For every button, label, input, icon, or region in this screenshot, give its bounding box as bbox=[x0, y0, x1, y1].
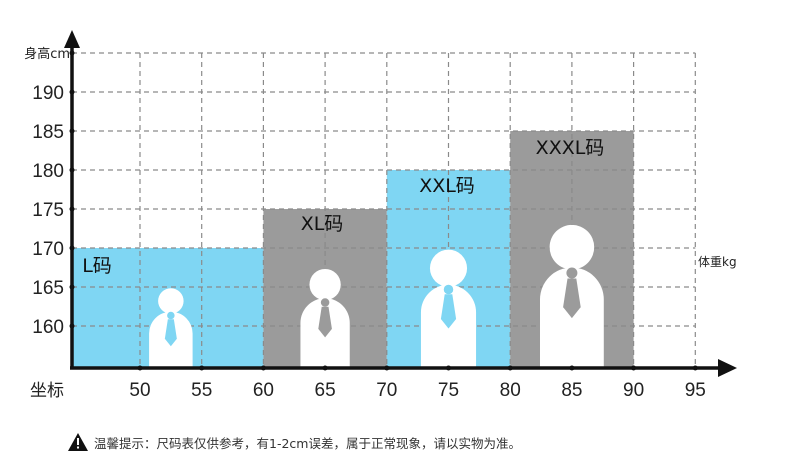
bar-label: XXL码 bbox=[419, 175, 475, 197]
notice-text: 温馨提示：尺码表仅供参考，有1-2cm误差，属于正常现象，请以实物为准。 bbox=[94, 435, 521, 451]
x-axis-label: 体重kg bbox=[698, 255, 737, 269]
x-tick-label: 70 bbox=[376, 380, 397, 401]
x-tick-label: 50 bbox=[129, 380, 150, 401]
person-icon bbox=[149, 288, 193, 368]
x-tick-label: 80 bbox=[500, 380, 521, 401]
bar-label: XL码 bbox=[301, 213, 344, 235]
bar-label: L码 bbox=[82, 255, 112, 277]
x-tick-label: 55 bbox=[191, 380, 212, 401]
notice: 温馨提示：尺码表仅供参考，有1-2cm误差，属于正常现象，请以实物为准。 bbox=[68, 432, 521, 452]
x-tick-label: 65 bbox=[315, 380, 336, 401]
person-icon bbox=[300, 268, 350, 368]
y-tick-label: 170 bbox=[32, 239, 64, 260]
x-axis-origin-label: 坐标 bbox=[30, 381, 64, 401]
x-tick-label: 75 bbox=[438, 380, 459, 401]
y-axis-label: 身高cm bbox=[24, 46, 70, 62]
y-tick-label: 190 bbox=[32, 83, 64, 104]
y-tick-label: 175 bbox=[32, 200, 64, 221]
y-tick-label: 165 bbox=[32, 278, 64, 299]
x-tick-label: 95 bbox=[685, 380, 706, 401]
person-icon bbox=[420, 249, 477, 368]
x-tick-label: 60 bbox=[253, 380, 274, 401]
bar-label: XXXL码 bbox=[536, 137, 605, 159]
axes bbox=[64, 30, 737, 377]
y-tick-label: 180 bbox=[32, 161, 64, 182]
y-tick-label: 160 bbox=[32, 317, 64, 338]
warning-icon bbox=[68, 433, 88, 451]
x-tick-label: 85 bbox=[561, 380, 582, 401]
y-tick-label: 185 bbox=[32, 122, 64, 143]
x-tick-label: 90 bbox=[623, 380, 644, 401]
person-icon bbox=[540, 224, 604, 368]
